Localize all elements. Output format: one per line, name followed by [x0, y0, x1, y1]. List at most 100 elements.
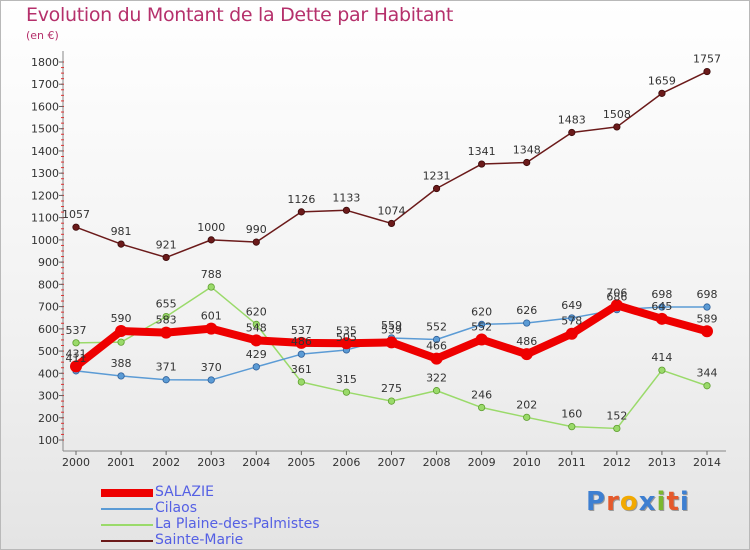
point-salazie [115, 325, 128, 338]
data-label-sainte-marie: 1659 [648, 74, 676, 87]
data-label-la-plaine-des-palmistes: 160 [561, 408, 582, 421]
point-la-plaine-des-palmistes [297, 378, 305, 386]
data-label-sainte-marie: 1057 [62, 208, 90, 221]
legend-swatch [101, 489, 153, 497]
y-tick-label: 1700 [31, 78, 59, 91]
point-sainte-marie [252, 238, 260, 246]
data-label-salazie: 466 [426, 340, 447, 353]
point-salazie [565, 327, 578, 340]
legend-label: SALAZIE [155, 484, 214, 500]
data-label-cilaos: 505 [336, 331, 357, 344]
data-label-sainte-marie: 981 [111, 225, 132, 238]
data-label-la-plaine-des-palmistes: 152 [606, 409, 627, 422]
point-sainte-marie [72, 223, 80, 231]
y-tick-label: 1000 [31, 234, 59, 247]
y-tick-label: 500 [38, 345, 59, 358]
y-tick-label: 1100 [31, 212, 59, 225]
x-tick-label: 2010 [513, 456, 541, 469]
point-salazie [701, 325, 713, 338]
data-label-la-plaine-des-palmistes: 246 [471, 389, 492, 402]
data-label-sainte-marie: 990 [246, 223, 267, 236]
data-label-cilaos: 626 [516, 304, 537, 317]
data-labels-layer: 1057 981 921 1000 990 1126 1133 1074 1231 1341 134… [62, 53, 721, 423]
data-label-cilaos: 370 [201, 361, 222, 374]
y-tick-label: 100 [38, 434, 59, 447]
data-label-la-plaine-des-palmistes: 620 [246, 305, 267, 318]
series-line-sainte-marie [75, 70, 708, 259]
point-sainte-marie [162, 253, 170, 262]
data-label-salazie: 535 [336, 324, 357, 337]
point-cilaos [162, 376, 170, 384]
data-label-la-plaine-des-palmistes: 361 [291, 363, 312, 376]
legend-item-salazie: SALAZIE [101, 484, 361, 501]
point-cilaos [297, 350, 305, 358]
data-label-salazie: 589 [697, 312, 718, 325]
point-cilaos [478, 320, 486, 328]
data-label-salazie: 583 [156, 314, 177, 327]
y-tick-label: 1500 [31, 123, 59, 136]
point-la-plaine-des-palmistes [252, 320, 260, 328]
data-label-salazie: 486 [516, 335, 537, 348]
legend-swatch [101, 540, 153, 542]
data-label-cilaos: 486 [291, 335, 312, 348]
point-cilaos [252, 363, 260, 371]
point-la-plaine-des-palmistes [207, 283, 215, 291]
point-salazie [70, 360, 82, 373]
point-cilaos [432, 335, 441, 344]
point-la-plaine-des-palmistes [613, 424, 621, 433]
x-tick-label: 2008 [423, 456, 451, 469]
legend-item-la-plaine-des-palmistes: La Plaine-des-Palmistes [101, 516, 361, 533]
data-label-sainte-marie: 921 [156, 238, 177, 251]
legend-label: Sainte-Marie [155, 532, 244, 548]
x-tick-label: 2005 [287, 456, 315, 469]
y-tick-label: 400 [38, 367, 59, 380]
point-salazie [340, 337, 353, 350]
legend-item-cilaos: Cilaos [101, 500, 361, 517]
unit-label: (en €) [26, 29, 59, 42]
point-sainte-marie [432, 184, 441, 193]
data-label-sainte-marie: 1126 [287, 193, 315, 206]
legend-label: La Plaine-des-Palmistes [155, 516, 320, 532]
axes: 1002003004005006007008009001000110012001… [31, 51, 726, 469]
x-tick-label: 2009 [468, 456, 496, 469]
x-tick-label: 2004 [242, 456, 270, 469]
point-cilaos [207, 376, 215, 384]
legend-label: Cilaos [155, 500, 197, 516]
x-tick-label: 2007 [378, 456, 406, 469]
y-tick-label: 800 [38, 278, 59, 291]
point-la-plaine-des-palmistes [568, 423, 576, 431]
x-tick-label: 2003 [197, 456, 225, 469]
point-sainte-marie [658, 89, 666, 97]
point-cilaos [658, 303, 666, 311]
data-label-la-plaine-des-palmistes: 322 [426, 372, 447, 385]
data-label-sainte-marie: 1757 [693, 53, 721, 66]
point-salazie [520, 348, 533, 361]
data-label-sainte-marie: 1508 [603, 108, 631, 121]
data-label-sainte-marie: 1231 [423, 170, 451, 183]
data-label-sainte-marie: 1000 [197, 221, 225, 234]
x-tick-label: 2006 [332, 456, 360, 469]
point-salazie [610, 299, 623, 312]
x-tick-label: 2011 [558, 456, 586, 469]
legend-swatch [101, 524, 153, 526]
point-salazie [655, 312, 668, 325]
data-label-sainte-marie: 1483 [558, 113, 586, 126]
y-tick-label: 1300 [31, 167, 59, 180]
data-label-salazie: 590 [111, 312, 132, 325]
x-tick-label: 2013 [648, 456, 676, 469]
point-la-plaine-des-palmistes [117, 338, 125, 346]
data-label-la-plaine-des-palmistes: 202 [516, 398, 537, 411]
data-label-cilaos: 429 [246, 348, 267, 361]
data-label-cilaos: 371 [156, 361, 177, 374]
data-label-salazie: 548 [246, 321, 267, 334]
x-tick-label: 2012 [603, 456, 631, 469]
data-label-cilaos: 686 [606, 291, 627, 304]
y-tick-label: 1200 [31, 189, 59, 202]
data-label-la-plaine-des-palmistes: 275 [381, 382, 402, 395]
point-la-plaine-des-palmistes [162, 312, 170, 321]
point-cilaos [703, 303, 711, 311]
point-sainte-marie [387, 219, 396, 228]
point-salazie [430, 352, 443, 365]
